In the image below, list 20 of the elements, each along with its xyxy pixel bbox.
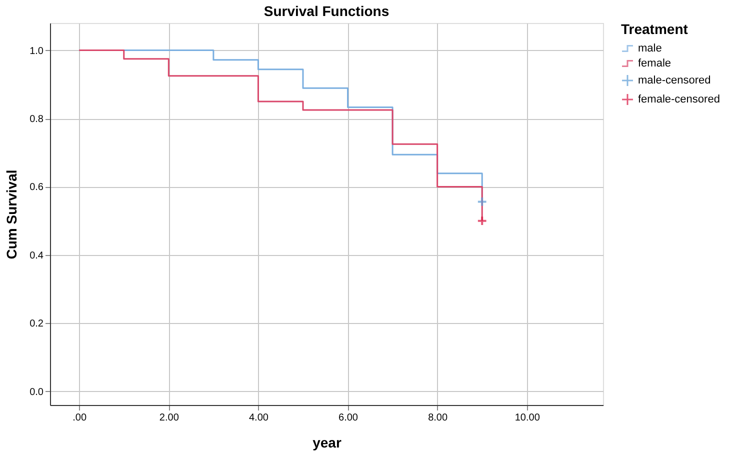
x-tick-label: 8.00 [428, 412, 448, 424]
x-tick-label: 6.00 [338, 412, 358, 424]
legend-label: female-censored [638, 94, 720, 106]
legend-label: male [638, 42, 662, 54]
x-tick-label: 2.00 [159, 412, 180, 424]
y-tick-label: 0.4 [30, 250, 44, 262]
x-tick-label: 10.00 [514, 412, 540, 424]
y-tick-label: 1.0 [30, 46, 44, 57]
y-tick-label: 0.8 [30, 114, 44, 125]
legend-label: male-censored [638, 74, 711, 86]
legend-title: Treatment [621, 21, 688, 37]
legend-label: female [638, 58, 672, 70]
chart-title: Survival Functions [264, 3, 390, 19]
x-tick-label: .00 [72, 412, 87, 424]
x-tick-label: 4.00 [248, 412, 269, 424]
y-tick-label: 0.2 [30, 318, 44, 330]
y-axis-title: Cum Survival [4, 170, 20, 260]
y-tick-label: 0.6 [30, 182, 44, 194]
y-tick-label: 0.0 [30, 386, 44, 398]
x-axis-title: year [312, 434, 342, 450]
